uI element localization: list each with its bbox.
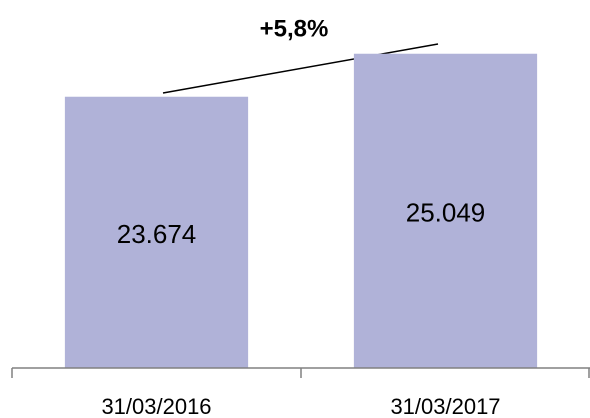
growth-annotation: +5,8%: [260, 15, 329, 42]
x-tick-label: 31/03/2016: [101, 394, 211, 418]
bar: [64, 96, 249, 369]
value-label: 23.674: [117, 219, 197, 249]
bar: [353, 53, 538, 369]
growth-line: [162, 43, 439, 94]
x-tick-label: 31/03/2017: [390, 394, 500, 418]
value-label: 25.049: [406, 198, 486, 228]
